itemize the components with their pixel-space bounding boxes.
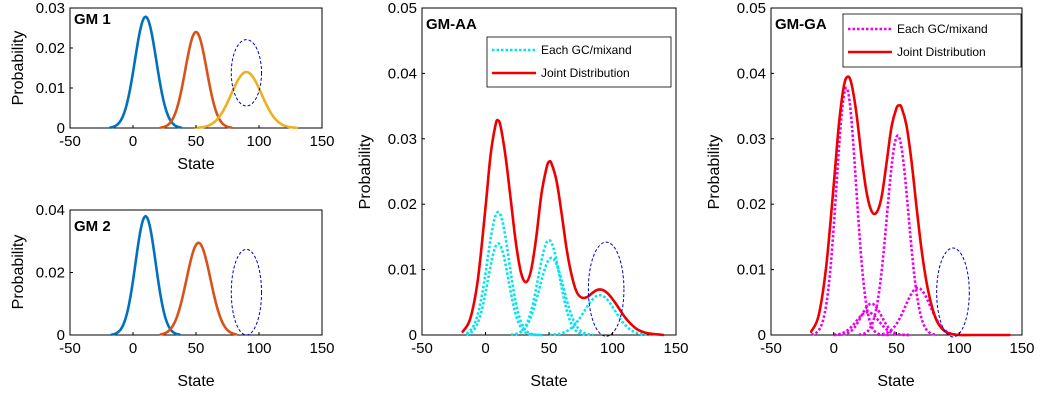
gm2-series-1-line: [159, 241, 238, 336]
gmga-xtick-label: -50: [760, 340, 782, 357]
gmga-ytick-label: 0.03: [737, 131, 766, 148]
gmaa-series-5-line: [461, 118, 665, 337]
gm2-xtick-label: 150: [309, 340, 334, 357]
gmga-ytick-label: 0.05: [737, 0, 766, 17]
gmga-ytick-label: 0: [758, 327, 766, 344]
gm2-marks: [110, 214, 238, 336]
gm2-plot-frame: [69, 209, 323, 336]
gm2-series-0-line: [110, 214, 181, 336]
gm2-ytick-label: 0.04: [36, 202, 65, 219]
gmaa-xtick-label: 0: [481, 340, 489, 357]
gm1-xtick-label: 150: [309, 133, 334, 150]
gm2-ylabel: Probability: [10, 235, 27, 310]
gm1-series-2-line: [194, 70, 299, 130]
gm1-xlabel: State: [177, 156, 214, 173]
gmaa-ytick-label: 0.04: [388, 65, 417, 82]
gmaa-series-3-line: [510, 256, 595, 337]
gmga-legend-label-joint: Joint Distribution: [897, 45, 986, 59]
gmaa-legend-box: [486, 36, 672, 88]
gm2-annotations: [230, 248, 263, 336]
gm2-title: GM 2: [74, 218, 111, 235]
gm2-xtick-label: -50: [59, 340, 81, 357]
gmga-annotations: [936, 247, 970, 338]
gmaa-ytick-label: 0.03: [388, 131, 417, 148]
gmga-series-5-line: [809, 75, 1011, 337]
gm1-xtick-label: -50: [59, 133, 81, 150]
gm1-plot-frame: [69, 7, 323, 129]
gmga-xtick-label: 0: [830, 340, 838, 357]
gmaa-series-4-line: [548, 293, 652, 337]
gm1-xtick-label: 0: [129, 133, 137, 150]
gmga-xlabel: State: [877, 373, 914, 390]
gm1-series-0-line: [109, 15, 183, 129]
gmga-legend-box: [842, 13, 1022, 68]
gmga-ytick-label: 0.04: [737, 65, 766, 82]
gmga-series-4-line: [833, 310, 910, 337]
gmaa-title: GM-AA: [426, 16, 477, 33]
gmaa-ytick-label: 0.01: [388, 262, 417, 279]
gmaa-highlight-ellipse: [587, 241, 625, 337]
gm2-xtick-label: 0: [129, 340, 137, 357]
gm1-series-1-line: [159, 30, 233, 129]
gmaa-ytick-label: 0.02: [388, 196, 417, 213]
gm1-ytick-label: 0.01: [36, 80, 65, 97]
gmga-ytick-label: 0.01: [737, 262, 766, 279]
gmga-legend-label-mixand: Each GC/mixand: [897, 22, 988, 36]
gmga-ytick-label: 0.02: [737, 196, 766, 213]
gmga-highlight-ellipse: [936, 247, 970, 338]
gmga-ylabel: Probability: [706, 135, 723, 210]
gm1-xtick-label: 50: [188, 133, 205, 150]
gm1-ytick-label: 0.03: [36, 0, 65, 17]
gmaa-legend: Each GC/mixand Joint Distribution: [486, 36, 672, 88]
gmaa-marks: [461, 118, 665, 337]
gm1-ytick-label: 0.02: [36, 40, 65, 57]
gm2-ytick-label: 0: [57, 327, 65, 344]
gmaa-legend-label-mixand: Each GC/mixand: [541, 43, 632, 57]
gmaa-xtick-label: 150: [663, 340, 688, 357]
gmaa-series-0-line: [465, 210, 544, 337]
gmga-xtick-label: 100: [947, 340, 972, 357]
gm1-highlight-ellipse: [230, 39, 263, 107]
gmaa-xtick-label: 100: [600, 340, 625, 357]
gmga-xtick-label: 150: [1009, 340, 1034, 357]
gmaa-legend-label-joint: Joint Distribution: [541, 66, 630, 80]
gmga-series-1-line: [858, 134, 938, 337]
gm1-title: GM 1: [74, 11, 111, 28]
gm1-marks: [109, 15, 299, 130]
gmga-marks: [809, 75, 1011, 337]
gmaa-series-1-line: [465, 242, 544, 337]
gm1-ylabel: Probability: [10, 31, 27, 106]
gm2-ytick-label: 0.02: [36, 265, 65, 282]
gmaa-ytick-label: 0.05: [388, 0, 417, 17]
gmaa-xtick-label: 50: [541, 340, 558, 357]
gmaa-ytick-label: 0: [409, 327, 417, 344]
gmaa-xlabel: State: [530, 373, 567, 390]
gm1-annotations: [230, 39, 263, 107]
gmga-legend: Each GC/mixand Joint Distribution: [842, 13, 1022, 68]
gm2-xlabel: State: [177, 373, 214, 390]
gmaa-xtick-label: -50: [411, 340, 433, 357]
gm2-xtick-label: 50: [188, 340, 205, 357]
gmaa-ylabel: Probability: [357, 135, 374, 210]
gmga-xtick-label: 50: [888, 340, 905, 357]
gm1-ytick-label: 0: [57, 120, 65, 137]
gmga-title: GM-GA: [775, 16, 827, 33]
gm2-highlight-ellipse: [230, 248, 263, 336]
gm1-xtick-label: 100: [246, 133, 271, 150]
gmaa-annotations: [587, 241, 625, 337]
gm2-xtick-label: 100: [246, 340, 271, 357]
